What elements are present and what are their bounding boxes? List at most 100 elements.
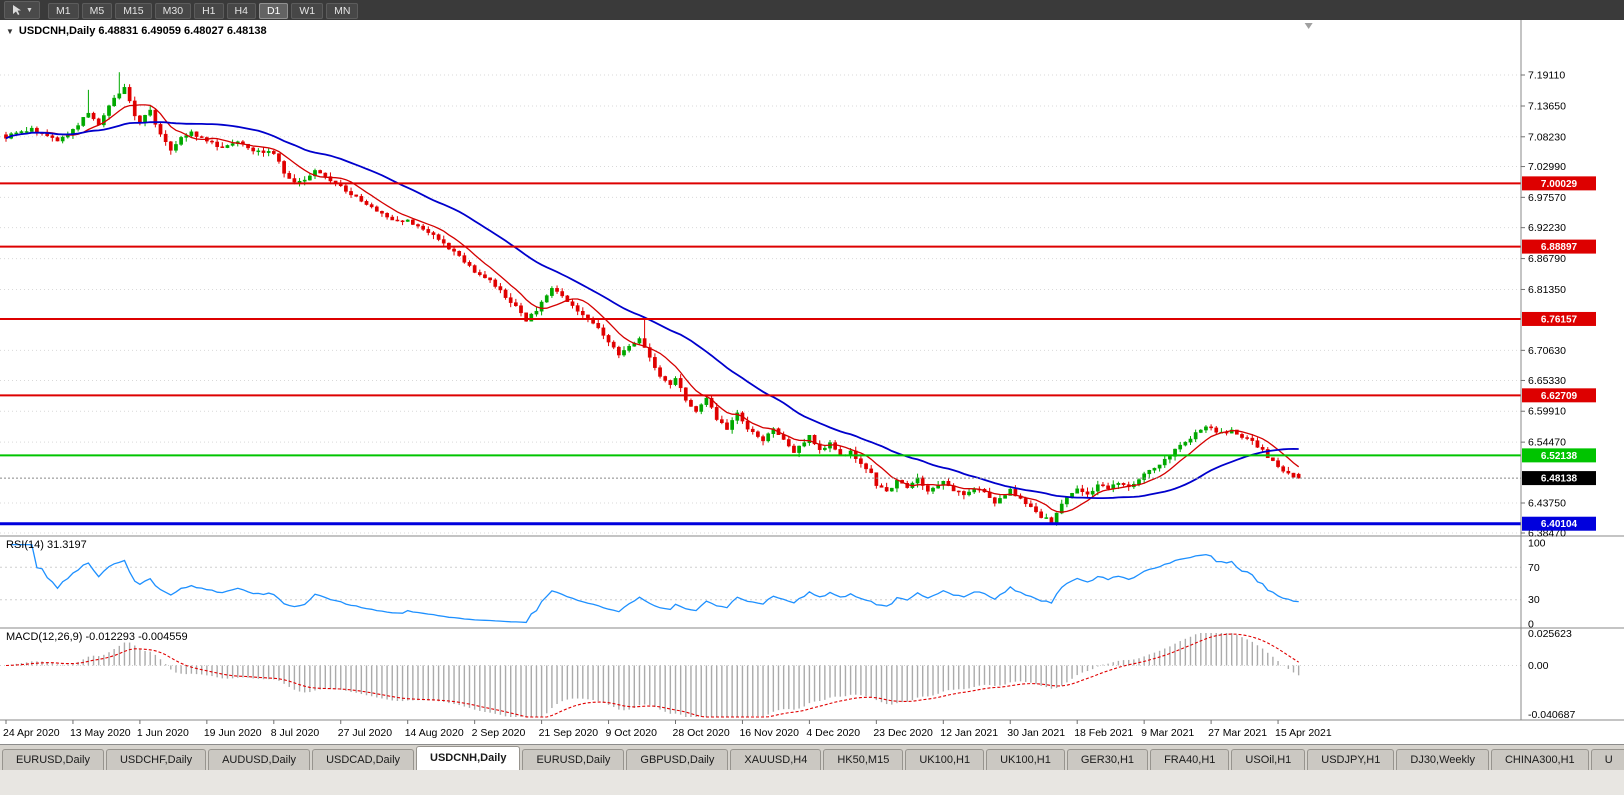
svg-text:6.70630: 6.70630 [1528, 345, 1566, 357]
chart-tab-usdcad-daily[interactable]: USDCAD,Daily [312, 749, 415, 770]
timeframe-buttons: M1 M5 M15 M30 H1 H4 D1 W1 MN [48, 1, 361, 19]
svg-text:30: 30 [1528, 594, 1540, 606]
price-badge-6.88897 [1522, 239, 1596, 254]
svg-text:0.025623: 0.025623 [1528, 628, 1572, 640]
timeframe-button-m1[interactable]: M1 [48, 3, 79, 19]
chart-tab-u[interactable]: U [1590, 749, 1624, 770]
timeframe-button-m30[interactable]: M30 [154, 3, 192, 19]
timeframe-button-h4[interactable]: H4 [226, 3, 256, 19]
svg-text:0.00: 0.00 [1528, 660, 1549, 672]
main-chart-canvas[interactable]: 7.19110 7.13650 7.08230 7.02990 6.97570 6.922… [0, 20, 1624, 744]
svg-text:13 May 2020: 13 May 2020 [70, 727, 131, 739]
svg-text:0: 0 [1528, 619, 1534, 631]
svg-text:6.97570: 6.97570 [1528, 192, 1566, 204]
chart-tab-gbpusd-daily[interactable]: GBPUSD,Daily [626, 749, 729, 770]
timeframe-toolbar: ▼ M1 M5 M15 M30 H1 H4 D1 W1 MN [0, 0, 1624, 20]
timeframe-button-mn[interactable]: MN [326, 3, 359, 19]
rsi-line [11, 543, 1299, 624]
svg-text:-0.040687: -0.040687 [1528, 709, 1575, 721]
svg-text:2 Sep 2020: 2 Sep 2020 [472, 727, 526, 739]
chart-tab-usoil-h1[interactable]: USOil,H1 [1231, 749, 1306, 770]
grid-lines [0, 74, 1521, 534]
chart-tab-uk100-h1[interactable]: UK100,H1 [905, 749, 985, 770]
bottom-filler [0, 770, 1624, 795]
svg-text:7.13650: 7.13650 [1528, 101, 1566, 113]
svg-text:6.92230: 6.92230 [1528, 222, 1566, 234]
chart-shift-marker-icon [1304, 23, 1313, 29]
price-badge-7.00029 [1522, 176, 1596, 191]
svg-text:6.76157: 6.76157 [1541, 314, 1578, 325]
chart-cursor-tool-button[interactable]: ▼ [4, 1, 40, 19]
chart-tab-fra40-h1[interactable]: FRA40,H1 [1150, 749, 1230, 770]
chart-tab-ger30-h1[interactable]: GER30,H1 [1066, 749, 1149, 770]
price-badge-6.48138 [1522, 471, 1596, 486]
svg-text:16 Nov 2020: 16 Nov 2020 [739, 727, 799, 739]
macd-histogram [10, 633, 1300, 717]
chart-tab-hk50-m15[interactable]: HK50,M15 [823, 749, 904, 770]
horizontal-level-lines[interactable] [0, 182, 1521, 526]
chart-tab-eurusd-daily[interactable]: EURUSD,Daily [522, 749, 625, 770]
svg-text:6.54470: 6.54470 [1528, 437, 1566, 449]
svg-text:6.43750: 6.43750 [1528, 498, 1566, 510]
svg-text:1 Jun 2020: 1 Jun 2020 [137, 727, 189, 739]
svg-text:14 Aug 2020: 14 Aug 2020 [405, 727, 464, 739]
symbol-ohlc-readout: USDCNH,Daily 6.48831 6.49059 6.48027 6.4… [18, 25, 267, 37]
svg-text:15 Apr 2021: 15 Apr 2021 [1275, 727, 1332, 739]
price-axis[interactable]: 7.19110 7.13650 7.08230 7.02990 6.97570 6.922… [0, 20, 1624, 721]
chart-tab-uk100-h1[interactable]: UK100,H1 [986, 749, 1065, 770]
macd-indicator-label: MACD(12,26,9) -0.012293 -0.004559 [6, 631, 188, 643]
svg-text:6.65330: 6.65330 [1528, 375, 1566, 387]
timeframe-button-w1[interactable]: W1 [291, 3, 324, 19]
chart-tab-eurusd-daily[interactable]: EURUSD,Daily [2, 749, 104, 770]
rsi-indicator-label: RSI(14) 31.3197 [6, 539, 87, 551]
timeframe-button-h1[interactable]: H1 [194, 3, 224, 19]
svg-text:7.02990: 7.02990 [1528, 161, 1566, 173]
time-axis[interactable]: 24 Apr 2020 13 May 2020 1 Jun 2020 19 Jun 2… [3, 720, 1332, 739]
timeframe-button-d1[interactable]: D1 [258, 3, 289, 19]
svg-text:12 Jan 2021: 12 Jan 2021 [940, 727, 998, 739]
collapse-chart-icon[interactable]: ▼ [6, 26, 14, 36]
chart-tab-china300-h1[interactable]: CHINA300,H1 [1490, 749, 1589, 770]
chart-tab-bar: EURUSD,Daily USDCHF,Daily AUDUSD,Daily USDC… [0, 744, 1624, 770]
svg-text:6.81350: 6.81350 [1528, 284, 1566, 296]
svg-text:7.19110: 7.19110 [1528, 70, 1565, 82]
timeframe-button-m5[interactable]: M5 [81, 3, 113, 19]
svg-text:6.52138: 6.52138 [1541, 451, 1578, 462]
chart-tab-usdcnh-daily[interactable]: USDCNH,Daily [416, 746, 521, 770]
svg-text:9 Mar 2021: 9 Mar 2021 [1141, 727, 1194, 739]
chart-region: ▼ USDCNH,Daily 6.48831 6.49059 6.48027 6… [0, 20, 1624, 744]
price-badge-6.40104 [1522, 516, 1596, 531]
svg-text:18 Feb 2021: 18 Feb 2021 [1074, 727, 1133, 739]
svg-text:6.59910: 6.59910 [1528, 406, 1566, 418]
svg-text:24 Apr 2020: 24 Apr 2020 [3, 727, 60, 739]
macd-signal-line [5, 633, 1299, 718]
svg-text:7.08230: 7.08230 [1528, 131, 1566, 143]
price-badge-6.52138 [1522, 448, 1596, 463]
svg-text:6.62709: 6.62709 [1541, 391, 1578, 402]
svg-text:9 Oct 2020: 9 Oct 2020 [606, 727, 658, 739]
svg-text:19 Jun 2020: 19 Jun 2020 [204, 727, 262, 739]
candlestick-layer[interactable] [4, 72, 1301, 526]
svg-text:6.48138: 6.48138 [1541, 474, 1578, 485]
chart-tab-usdchf-daily[interactable]: USDCHF,Daily [105, 749, 207, 770]
svg-text:4 Dec 2020: 4 Dec 2020 [806, 727, 860, 739]
svg-text:21 Sep 2020: 21 Sep 2020 [539, 727, 599, 739]
price-badge-6.76157 [1522, 311, 1596, 326]
chart-tab-dj30-weekly[interactable]: DJ30,Weekly [1396, 749, 1489, 770]
svg-text:70: 70 [1528, 562, 1540, 574]
moving-average-lines [5, 104, 1300, 513]
timeframe-button-m15[interactable]: M15 [115, 3, 152, 19]
chart-cursor-icon [13, 5, 22, 15]
chart-tab-usdjpy-h1[interactable]: USDJPY,H1 [1307, 749, 1395, 770]
chart-tab-audusd-daily[interactable]: AUDUSD,Daily [208, 749, 311, 770]
chart-tab-xauusd-h4[interactable]: XAUUSD,H4 [730, 749, 822, 770]
svg-text:27 Mar 2021: 27 Mar 2021 [1208, 727, 1267, 739]
svg-text:8 Jul 2020: 8 Jul 2020 [271, 727, 320, 739]
svg-text:6.40104: 6.40104 [1541, 519, 1578, 530]
indicator-layer [0, 543, 1521, 718]
price-badge-6.62709 [1522, 388, 1596, 403]
svg-text:27 Jul 2020: 27 Jul 2020 [338, 727, 392, 739]
svg-text:7.00029: 7.00029 [1541, 179, 1578, 190]
svg-text:6.86790: 6.86790 [1528, 253, 1566, 265]
